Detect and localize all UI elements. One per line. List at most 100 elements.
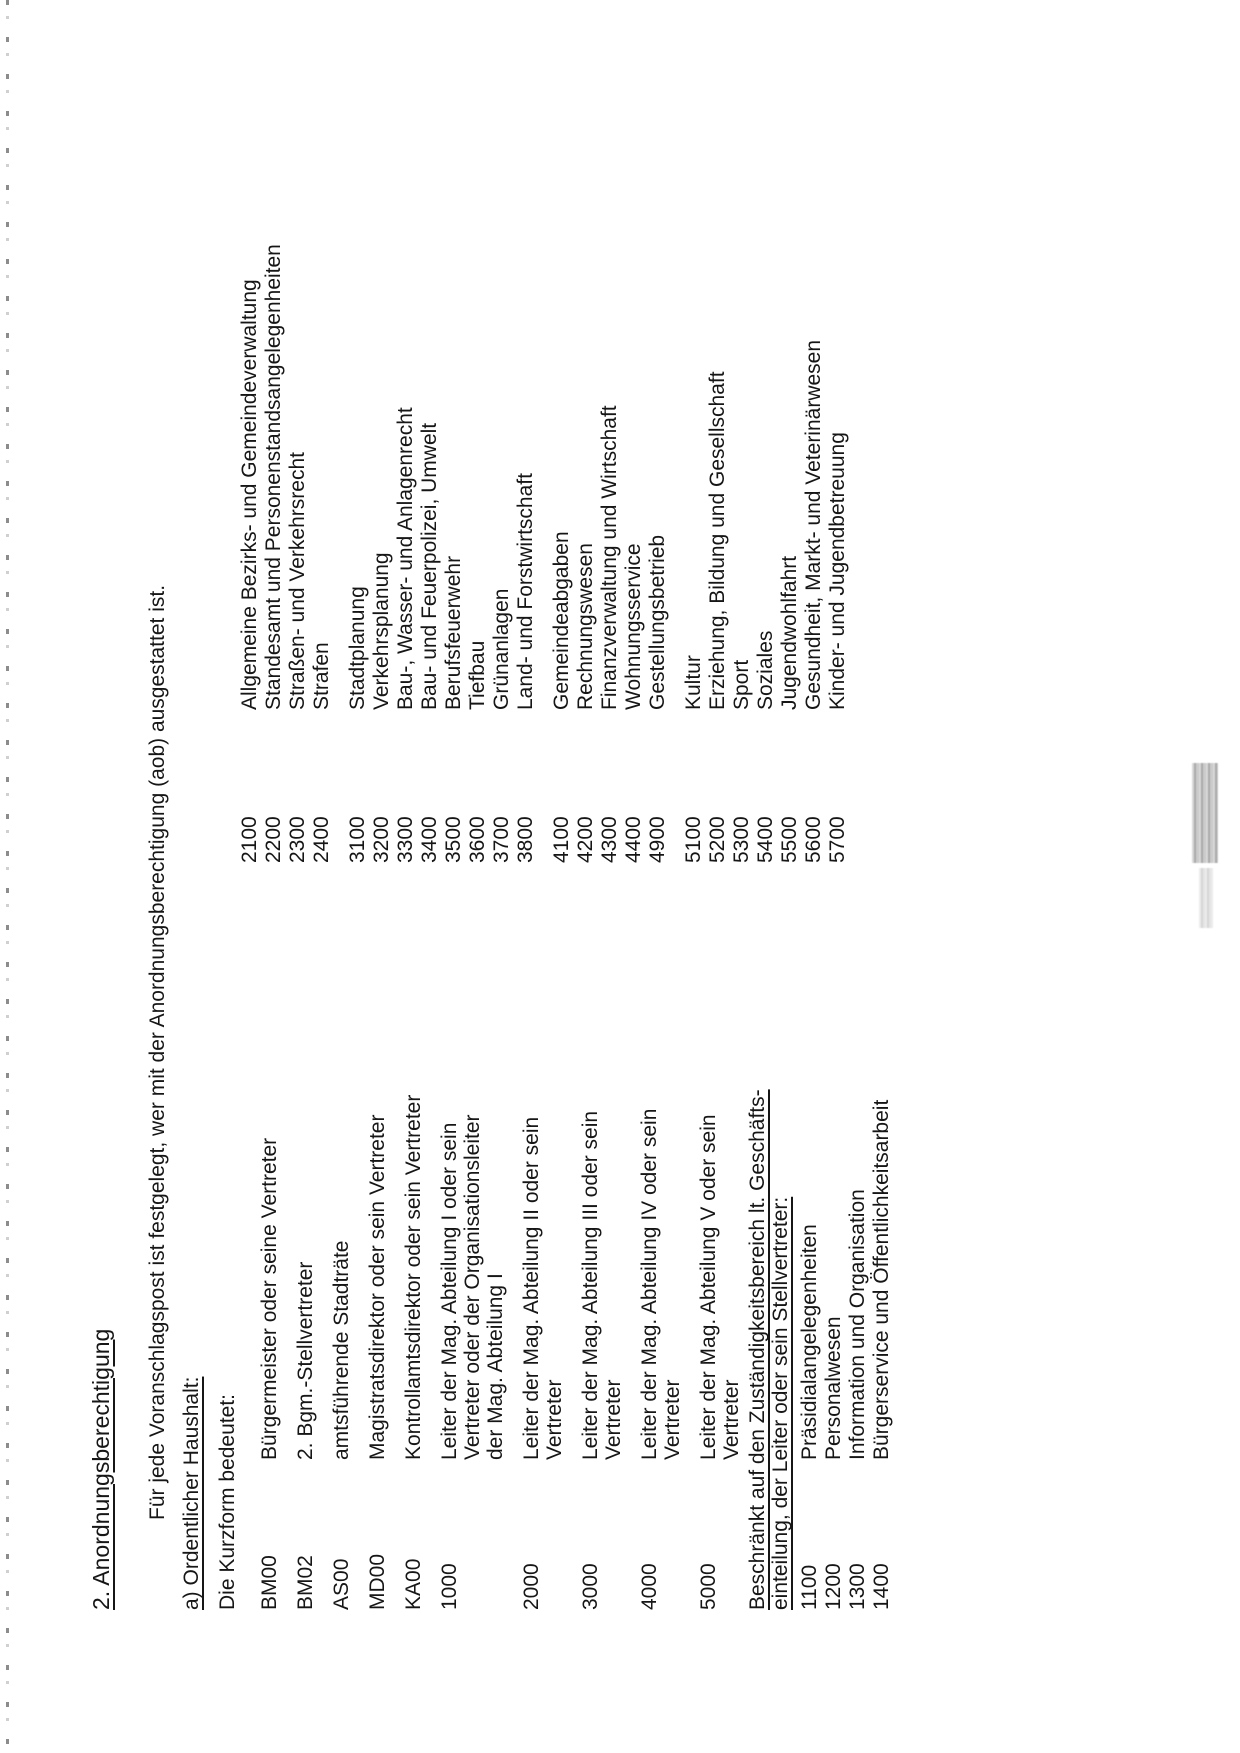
department-code: 3800 <box>514 816 537 863</box>
department-name: Grünanlagen <box>490 588 513 710</box>
row-code: BM00 <box>258 1555 281 1610</box>
department-name: Finanzverwaltung und Wirtschaft <box>598 405 621 710</box>
row-description: Kontrollamtsdirektor oder sein Vertreter <box>402 1094 425 1460</box>
department-code: 4900 <box>646 816 669 863</box>
table-row: 4300 Finanzverwaltung und Wirtschaft <box>598 143 622 863</box>
table-row: BM00 Bürgermeister oder seine Vertreter <box>258 970 281 1610</box>
row-code: 5000 <box>697 1563 720 1610</box>
table-row: 3800 Land- und Forstwirtschaft <box>514 143 538 863</box>
department-code: 3500 <box>442 816 465 863</box>
department-code: 3300 <box>394 816 417 863</box>
table-row: 5100 Kultur <box>682 143 706 863</box>
table-row: 1200 Personalwesen <box>822 970 846 1610</box>
department-group: 3100 Stadtplanung 3200 Verkehrsplanung 3… <box>346 143 538 863</box>
kurzform-table: BM00 Bürgermeister oder seine Vertreter … <box>258 970 756 1610</box>
table-row: AS00 amtsführende Stadträte <box>330 970 353 1610</box>
table-row: 3500 Berufsfeuerwehr <box>442 143 466 863</box>
row-description: 2. Bgm.-Stellvertreter <box>294 1261 317 1460</box>
department-name: Berufsfeuerwehr <box>442 555 465 710</box>
table-row: 3300 Bau-, Wasser- und Anlagenrecht <box>394 143 418 863</box>
section-a-heading: a) Ordentlicher Haushalt: <box>180 1376 203 1610</box>
departments-table: 2100 Allgemeine Bezirks- und Gemeindever… <box>238 143 862 863</box>
row-description: Leiter der Mag. Abteilung III oder sein … <box>579 1110 625 1460</box>
table-row: 3600 Tiefbau <box>466 143 490 863</box>
table-row: 4000 Leiter der Mag. Abteilung IV oder s… <box>638 970 684 1610</box>
department-code: 5300 <box>730 816 753 863</box>
table-row: 1300 Information und Organisation <box>846 970 870 1610</box>
department-code: 5200 <box>706 816 729 863</box>
department-code: 3600 <box>466 816 489 863</box>
department-name: Gestellungsbetrieb <box>646 534 669 710</box>
row-description: amtsführende Stadträte <box>330 1240 353 1460</box>
department-name: Tiefbau <box>466 640 489 710</box>
beschraenkt-section: Beschränkt auf den Zuständigkeitsbereich… <box>746 970 894 1610</box>
row-description: Leiter der Mag. Abteilung I oder sein Ve… <box>438 1114 507 1460</box>
table-row: 3700 Grünanlagen <box>490 143 514 863</box>
row-code: 1400 <box>870 1563 893 1610</box>
row-code: BM02 <box>294 1555 317 1610</box>
table-row: 5200 Erziehung, Bildung und Gesellschaft <box>706 143 730 863</box>
department-code: 2100 <box>238 816 261 863</box>
department-code: 2200 <box>262 816 285 863</box>
department-code: 2400 <box>310 816 333 863</box>
table-row: 3000 Leiter der Mag. Abteilung III oder … <box>579 970 625 1610</box>
department-name: Verkehrsplanung <box>370 552 393 710</box>
row-description: Leiter der Mag. Abteilung V oder sein Ve… <box>697 1114 743 1460</box>
table-row: 5600 Gesundheit, Markt- und Veterinärwes… <box>802 143 826 863</box>
row-description: Magistratsdirektor oder sein Vertreter <box>366 1114 389 1460</box>
department-code: 3200 <box>370 816 393 863</box>
department-code: 5700 <box>826 816 849 863</box>
table-row: 5700 Kinder- und Jugendbetreuung <box>826 143 850 863</box>
department-code: 3100 <box>346 816 369 863</box>
row-description: Bürgerservice und Öffentlichkeitsarbeit <box>870 1099 893 1460</box>
row-code: 3000 <box>579 1563 602 1610</box>
table-row: KA00 Kontrollamtsdirektor oder sein Vert… <box>402 970 425 1610</box>
row-description: Leiter der Mag. Abteilung IV oder sein V… <box>638 1108 684 1460</box>
department-code: 4300 <box>598 816 621 863</box>
department-name: Stadtplanung <box>346 586 369 710</box>
table-row: 4400 Wohnungsservice <box>622 143 646 863</box>
table-row: 4100 Gemeindeabgaben <box>550 143 574 863</box>
scan-smudge-small <box>1199 868 1213 928</box>
beschraenkt-heading: Beschränkt auf den Zuständigkeitsbereich… <box>746 1089 792 1610</box>
department-name: Wohnungsservice <box>622 543 645 710</box>
department-code: 3400 <box>418 816 441 863</box>
table-row: 2400 Strafen <box>310 143 334 863</box>
row-code: 1300 <box>846 1563 869 1610</box>
table-row: 3100 Stadtplanung <box>346 143 370 863</box>
table-row: 5000 Leiter der Mag. Abteilung V oder se… <box>697 970 743 1610</box>
row-code: 2000 <box>520 1563 543 1610</box>
department-group: 2100 Allgemeine Bezirks- und Gemeindever… <box>238 143 334 863</box>
department-name: Straßen- und Verkehrsrecht <box>286 452 309 710</box>
row-code: KA00 <box>402 1558 425 1610</box>
row-code: 1200 <box>822 1563 845 1610</box>
row-code: 1100 <box>798 1564 821 1610</box>
table-row: 4200 Rechnungswesen <box>574 143 598 863</box>
table-row: 4900 Gestellungsbetrieb <box>646 143 670 863</box>
table-row: 2000 Leiter der Mag. Abteilung II oder s… <box>520 970 566 1610</box>
row-code: AS00 <box>330 1558 353 1610</box>
row-description: Leiter der Mag. Abteilung II oder sein V… <box>520 1116 566 1460</box>
table-row: 5300 Sport <box>730 143 754 863</box>
table-row: 2300 Straßen- und Verkehrsrecht <box>286 143 310 863</box>
department-code: 3700 <box>490 816 513 863</box>
table-row: 5500 Jugendwohlfahrt <box>778 143 802 863</box>
department-name: Land- und Forstwirtschaft <box>514 473 537 710</box>
table-row: BM02 2. Bgm.-Stellvertreter <box>294 970 317 1610</box>
department-code: 4200 <box>574 816 597 863</box>
department-name: Jugendwohlfahrt <box>778 555 801 710</box>
row-description: Präsidialangelegenheiten <box>798 1224 821 1460</box>
table-row: 2100 Allgemeine Bezirks- und Gemeindever… <box>238 143 262 863</box>
table-row: 3400 Bau- und Feuerpolizei, Umwelt <box>418 143 442 863</box>
row-description: Information und Organisation <box>846 1189 869 1460</box>
department-code: 5400 <box>754 816 777 863</box>
row-code: 1000 <box>438 1563 461 1610</box>
department-code: 4100 <box>550 816 573 863</box>
department-code: 4400 <box>622 816 645 863</box>
intro-paragraph: Für jede Voranschlagspost ist festgelegt… <box>146 584 169 1520</box>
department-name: Kultur <box>682 655 705 710</box>
department-name: Allgemeine Bezirks- und Gemeindeverwaltu… <box>238 279 261 710</box>
department-group: 5100 Kultur 5200 Erziehung, Bildung und … <box>682 143 850 863</box>
